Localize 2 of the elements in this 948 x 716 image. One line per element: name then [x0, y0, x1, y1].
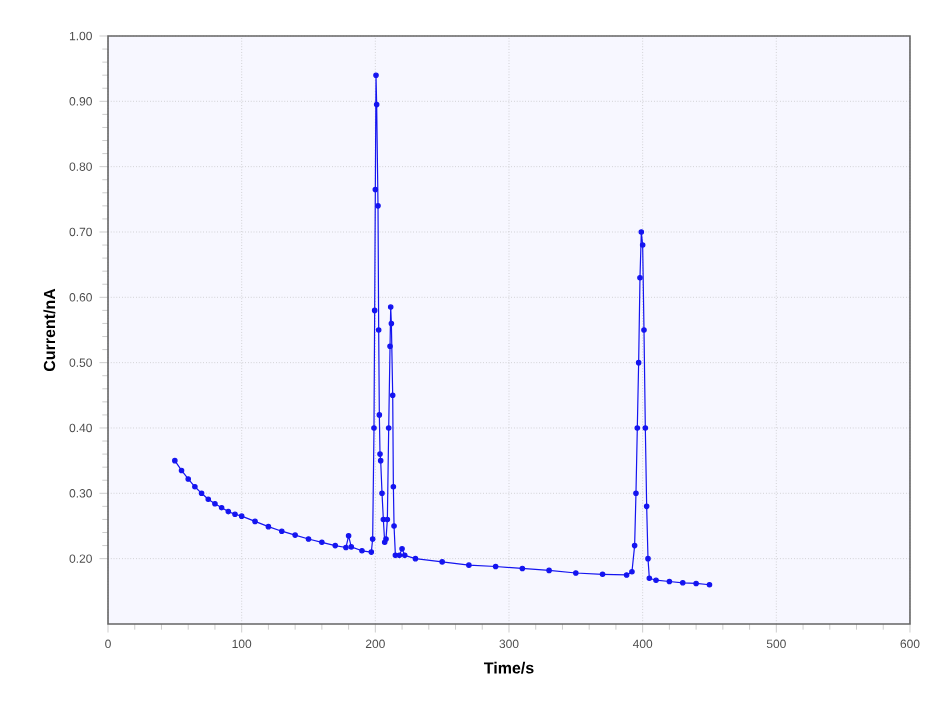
y-axis-title: Current/nA — [43, 288, 56, 372]
x-axis-title: Time/s — [483, 661, 534, 674]
